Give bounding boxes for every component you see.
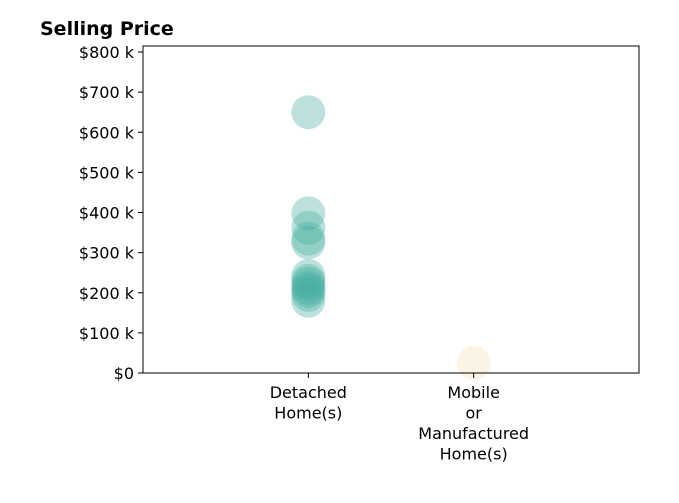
y-tick-label: $600 k [79, 123, 135, 142]
data-point-0-1 [291, 196, 326, 231]
chart-title: Selling Price [40, 18, 174, 40]
data-point-0-6 [291, 263, 326, 298]
y-tick-label: $100 k [79, 324, 135, 343]
data-point-0-4 [291, 225, 326, 260]
x-tick-label: Mobile or Manufactured Home(s) [418, 383, 529, 464]
data-point-0-10 [291, 277, 326, 312]
x-axis: Detached Home(s) Mobile or Manufactured Home(… [270, 373, 529, 464]
y-tick-label: $400 k [79, 204, 135, 223]
data-point-0-7 [291, 266, 326, 301]
y-tick-label: $300 k [79, 244, 135, 263]
y-tick-label: $500 k [79, 163, 135, 182]
data-point-0-9 [291, 273, 326, 308]
data-point-0-0 [291, 95, 326, 130]
x-tick-label: Detached Home(s) [270, 383, 347, 423]
data-point-0-2 [291, 210, 326, 245]
data-point-1-0 [456, 345, 491, 380]
y-tick-label: $200 k [79, 284, 135, 303]
data-point-0-3 [291, 221, 326, 256]
y-tick-label: $800 k [79, 43, 135, 62]
y-axis: $0 $100 k $200 k $300 k $400 k $500 k $600 k $7… [79, 43, 143, 383]
data-point-0-8 [291, 270, 326, 305]
plot-frame [142, 45, 640, 374]
y-tick-label: $700 k [79, 83, 135, 102]
y-tick-label: $0 [114, 364, 134, 383]
data-point-0-11 [291, 283, 326, 318]
data-point-0-5 [291, 258, 326, 293]
data-points [291, 95, 491, 380]
